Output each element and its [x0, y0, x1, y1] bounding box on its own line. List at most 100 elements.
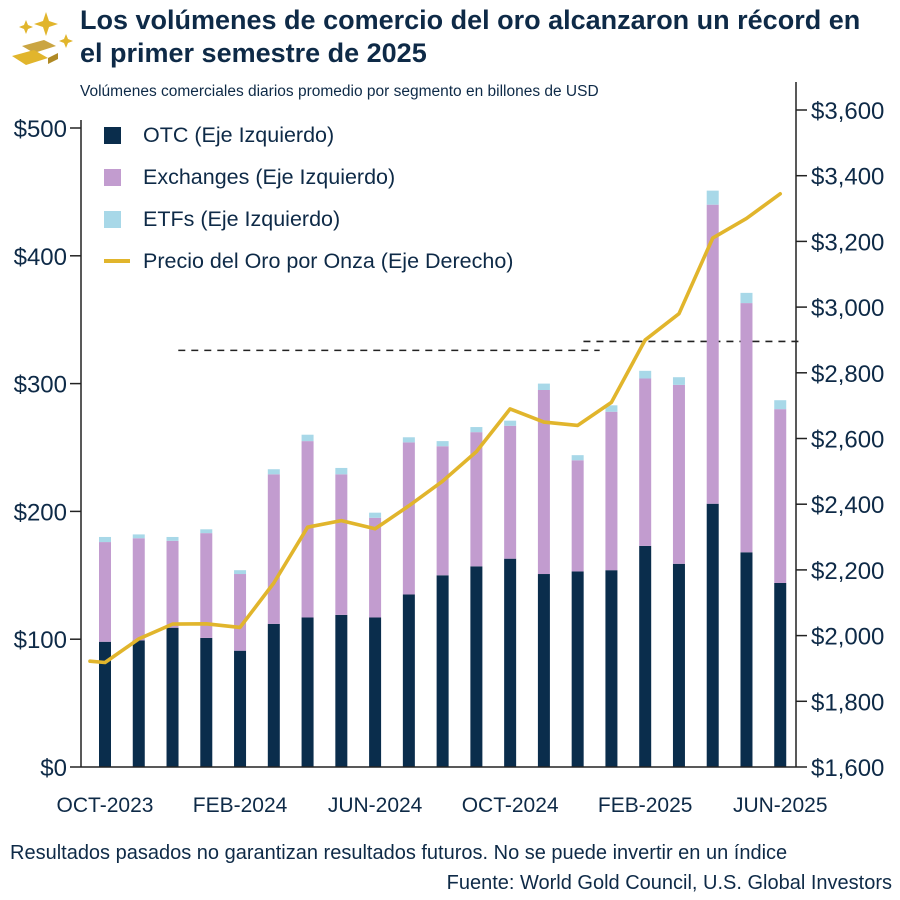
bar-otc-oct-2023 — [99, 641, 111, 767]
bar-etfs-oct-2024 — [504, 420, 517, 426]
bar-otc-sep-2024 — [470, 566, 483, 767]
bar-etfs-oct-2023 — [99, 536, 111, 543]
legend-label-etfs: ETFs (Eje Izquierdo) — [143, 206, 341, 231]
right-tick-label-3400: $3,400 — [811, 164, 884, 191]
legend-item-price: Precio del Oro por Onza (Eje Derecho) — [104, 240, 513, 282]
sparkle-large-icon — [34, 12, 58, 36]
legend-swatch-etfs — [104, 210, 121, 228]
bar-exchanges-feb-2024 — [234, 574, 247, 651]
bar-exchanges-may-2025 — [740, 303, 753, 553]
legend-swatch-price — [104, 259, 130, 263]
x-tick-label-jun-2025: JUN-2025 — [733, 794, 828, 817]
x-tick-label-feb-2025: FEB-2025 — [598, 794, 693, 817]
bar-otc-jun-2024 — [369, 617, 382, 767]
bar-otc-jan-2025 — [605, 570, 618, 767]
gold-bar-back-icon — [22, 40, 56, 53]
bar-exchanges-oct-2024 — [504, 425, 517, 559]
right-tick-label-2200: $2,200 — [811, 558, 884, 585]
bar-otc-dec-2023 — [166, 627, 179, 767]
left-tick-label-500: $500 — [14, 116, 67, 143]
left-tick-label-0: $0 — [40, 755, 67, 782]
bar-exchanges-jun-2024 — [369, 517, 382, 618]
bar-etfs-mar-2024 — [267, 469, 280, 475]
bar-etfs-apr-2024 — [301, 434, 314, 442]
bar-exchanges-nov-2024 — [537, 389, 550, 575]
chart-title: Los volúmenes de comercio del oro alcanz… — [80, 5, 861, 68]
bar-otc-feb-2025 — [639, 545, 652, 767]
bar-etfs-dec-2023 — [166, 536, 179, 541]
bar-etfs-jun-2025 — [774, 400, 787, 410]
x-tick-label-oct-2024: OCT-2024 — [462, 794, 559, 817]
sparkle-right-icon — [59, 34, 73, 48]
bar-exchanges-jan-2025 — [605, 411, 618, 571]
right-tick-label-2400: $2,400 — [811, 492, 884, 519]
bar-exchanges-may-2024 — [335, 474, 348, 615]
right-tick-label-2800: $2,800 — [811, 361, 884, 388]
bar-otc-jul-2024 — [402, 594, 415, 767]
legend-item-etfs: ETFs (Eje Izquierdo) — [104, 198, 513, 240]
bar-series — [99, 190, 787, 767]
bar-etfs-sep-2024 — [470, 427, 483, 433]
price-line-series — [88, 192, 783, 665]
right-tick-label-3200: $3,200 — [811, 229, 884, 256]
sparkle-small-icon — [19, 20, 33, 34]
bar-etfs-nov-2024 — [537, 383, 550, 390]
axes: $0 $100 $200 $300 $400 $500 $1,600 $1,800 $2,000… — [14, 82, 884, 817]
bar-exchanges-jul-2024 — [402, 442, 415, 595]
gold-bars-sparkle-icon — [12, 12, 73, 65]
chart-legend: OTC (Eje Izquierdo) Exchanges (Eje Izqui… — [104, 114, 513, 282]
bar-otc-may-2025 — [740, 552, 753, 767]
bar-exchanges-nov-2023 — [132, 538, 145, 641]
legend-label-otc: OTC (Eje Izquierdo) — [143, 122, 335, 147]
left-tick-label-200: $200 — [14, 499, 67, 526]
bar-otc-apr-2024 — [301, 617, 314, 767]
bar-etfs-apr-2025 — [706, 190, 719, 205]
bar-otc-may-2024 — [335, 614, 348, 767]
bar-otc-mar-2025 — [672, 563, 685, 767]
bar-exchanges-jun-2025 — [774, 409, 787, 583]
legend-swatch-otc — [104, 126, 121, 144]
legend-label-exchanges: Exchanges (Eje Izquierdo) — [143, 164, 396, 189]
gold-bar-front-icon — [12, 50, 48, 65]
bar-exchanges-mar-2024 — [267, 474, 280, 624]
bar-otc-apr-2025 — [706, 503, 719, 767]
gold-price-line — [88, 192, 783, 665]
right-tick-label-2600: $2,600 — [811, 427, 884, 454]
x-tick-label-feb-2024: FEB-2024 — [193, 794, 288, 817]
bar-exchanges-dec-2023 — [166, 540, 179, 628]
bar-etfs-jul-2024 — [402, 437, 415, 443]
chart-subtitle: Volúmenes comerciales diarios promedio p… — [80, 83, 599, 100]
bar-exchanges-apr-2025 — [706, 204, 719, 504]
bar-etfs-dec-2024 — [571, 455, 584, 461]
bar-etfs-may-2025 — [740, 292, 753, 304]
bar-exchanges-dec-2024 — [571, 460, 584, 572]
legend-item-exchanges: Exchanges (Eje Izquierdo) — [104, 156, 513, 198]
right-tick-label-1600: $1,600 — [811, 755, 884, 782]
x-tick-label-jun-2024: JUN-2024 — [328, 794, 423, 817]
x-tick-label-oct-2023: OCT-2023 — [57, 794, 154, 817]
reference-lines — [178, 340, 803, 352]
bar-exchanges-mar-2025 — [672, 384, 685, 564]
bar-etfs-jan-2024 — [200, 529, 213, 534]
right-tick-label-2000: $2,000 — [811, 624, 884, 651]
right-tick-label-3000: $3,000 — [811, 295, 884, 322]
bar-exchanges-feb-2025 — [639, 378, 652, 546]
bar-otc-jan-2024 — [200, 637, 213, 767]
legend-swatch-exchanges — [104, 168, 121, 186]
bar-otc-nov-2023 — [132, 640, 145, 767]
bar-otc-nov-2024 — [537, 574, 550, 767]
bar-etfs-nov-2023 — [132, 534, 145, 539]
bar-etfs-feb-2025 — [639, 370, 652, 379]
footer-disclaimer: Resultados pasados no garantizan resulta… — [10, 842, 788, 864]
bar-otc-aug-2024 — [436, 575, 449, 767]
right-tick-label-3600: $3,600 — [811, 98, 884, 125]
bar-otc-oct-2024 — [504, 558, 517, 767]
bar-exchanges-oct-2023 — [99, 542, 111, 642]
bar-etfs-aug-2024 — [436, 441, 449, 447]
bar-exchanges-aug-2024 — [436, 446, 449, 576]
bar-exchanges-sep-2024 — [470, 432, 483, 567]
bar-etfs-mar-2025 — [672, 377, 685, 385]
bar-otc-feb-2024 — [234, 650, 247, 767]
legend-item-otc: OTC (Eje Izquierdo) — [104, 114, 513, 156]
